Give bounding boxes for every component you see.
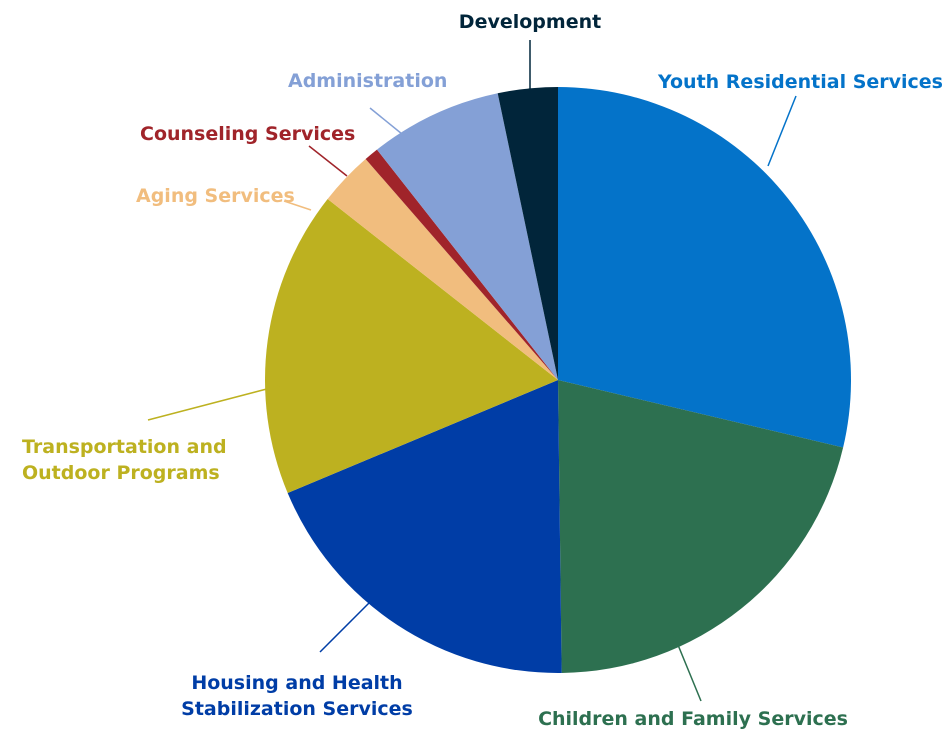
pie-slice-development	[497, 87, 558, 380]
leader-line	[308, 145, 348, 177]
slice-label: Housing and Health Stabilization Services	[181, 672, 413, 720]
pie-slice-counseling-services	[365, 149, 558, 380]
leader-line	[668, 622, 702, 702]
slice-label: Administration	[288, 70, 447, 92]
slice-labels: Youth Residential Services Children and F…	[22, 11, 943, 730]
pie-slice-transportation-and-outdoor-programs	[265, 198, 558, 493]
pie-slice-housing-and-health-stabilization-services	[287, 380, 562, 674]
leader-line	[369, 107, 403, 135]
slice-label: Children and Family Services	[538, 708, 848, 730]
slice-label: Counseling Services	[140, 123, 355, 145]
leader-line	[767, 95, 797, 167]
slice-label: Transportation and Outdoor Programs	[22, 436, 227, 484]
slice-label: Youth Residential Services	[657, 71, 943, 93]
pie-slice-children-and-family-services	[558, 380, 844, 673]
leader-line	[319, 601, 371, 653]
slice-label: Development	[459, 11, 601, 33]
slice-label: Aging Services	[136, 185, 295, 207]
pie-slice-youth-residential-services	[558, 87, 852, 448]
leader-lines	[147, 40, 797, 702]
pie-slice-aging-services	[327, 159, 558, 380]
leader-line	[283, 200, 312, 211]
pie-slices	[265, 87, 852, 674]
pie-slice-administration	[376, 93, 558, 380]
leader-line	[147, 384, 283, 421]
